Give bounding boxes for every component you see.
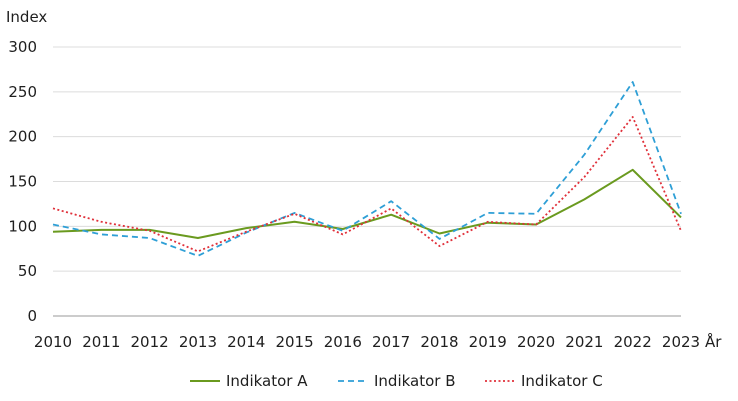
legend-label: Indikator A (226, 372, 308, 390)
series-line-indikator-c (52, 116, 682, 253)
y-tick-label: 250 (8, 83, 37, 101)
x-tick-label: 2011 (82, 333, 120, 351)
legend-item: Indikator C (485, 372, 603, 390)
x-tick-label: 2022 (614, 333, 652, 351)
y-axis-unit-label: Index (6, 8, 47, 26)
y-tick-label: 150 (8, 173, 37, 191)
y-tick-label: 100 (8, 217, 37, 235)
x-tick-label: 2023 (662, 333, 700, 351)
x-tick-label: 2020 (517, 333, 555, 351)
series-lines (52, 81, 682, 257)
x-tick-label: 2019 (469, 333, 507, 351)
series-line-indikator-b (52, 81, 682, 257)
x-axis-unit-label: År (705, 332, 722, 351)
x-tick-label: 2017 (372, 333, 410, 351)
x-tick-label: 2010 (34, 333, 72, 351)
y-axis-ticks: 0 50 100 150 200 250 300 (8, 38, 37, 325)
series-line-indikator-a (52, 168, 682, 239)
x-tick-label: 2012 (131, 333, 169, 351)
y-tick-label: 0 (27, 307, 37, 325)
legend-label: Indikator B (374, 372, 456, 390)
x-tick-label: 2015 (275, 333, 313, 351)
x-tick-label: 2016 (324, 333, 362, 351)
x-tick-label: 2021 (565, 333, 603, 351)
legend-item: Indikator A (190, 372, 308, 390)
legend: Indikator A Indikator B Indikator C (190, 372, 603, 390)
legend-label: Indikator C (521, 372, 603, 390)
x-tick-label: 2013 (179, 333, 217, 351)
gridlines (53, 46, 681, 317)
y-tick-label: 200 (8, 128, 37, 146)
legend-item: Indikator B (338, 372, 456, 390)
x-tick-label: 2018 (420, 333, 458, 351)
y-tick-label: 300 (8, 38, 37, 56)
x-axis-ticks: 2010 2011 2012 2013 2014 2015 2016 2017 2018 2019… (34, 333, 700, 351)
x-tick-label: 2014 (227, 333, 265, 351)
y-tick-label: 50 (18, 262, 37, 280)
